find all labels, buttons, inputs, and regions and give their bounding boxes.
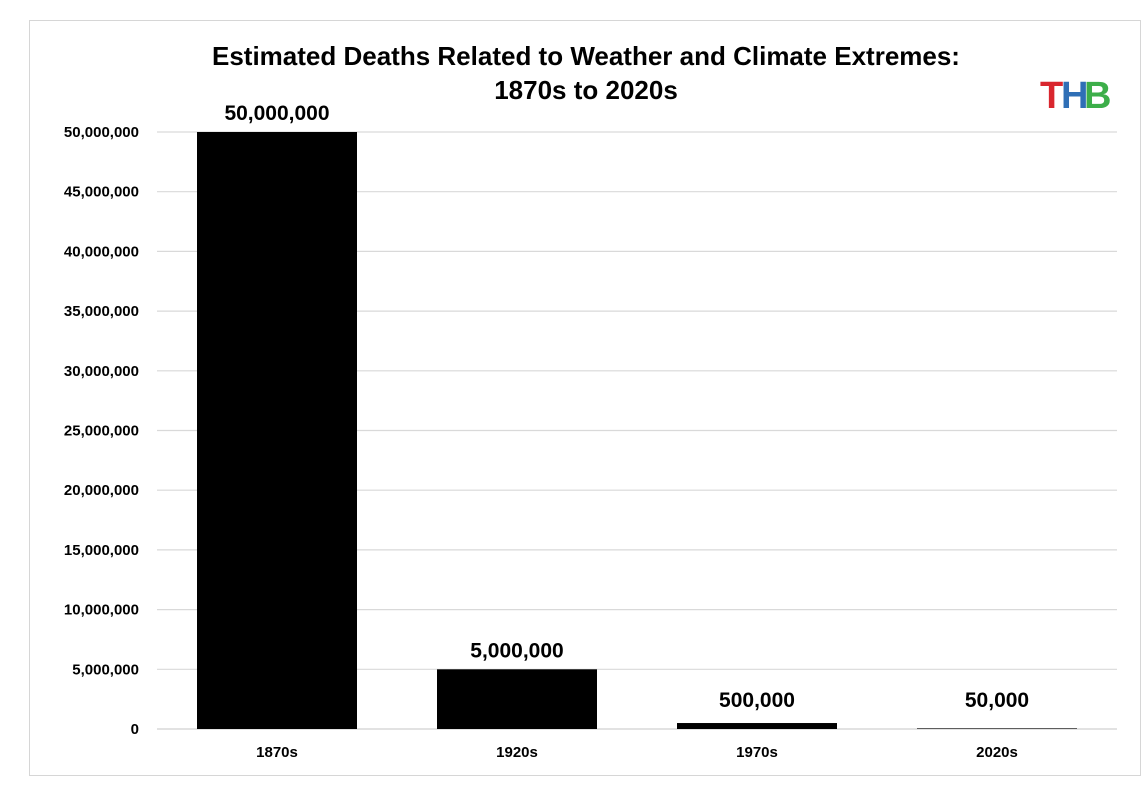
bar-1920s xyxy=(437,669,597,729)
y-axis-tick-labels: 0 5,000,000 10,000,000 15,000,000 20,000,000… xyxy=(64,124,139,738)
y-tick-label: 20,000,000 xyxy=(64,482,139,499)
data-label-1920s: 5,000,000 xyxy=(470,639,563,662)
y-tick-label: 45,000,000 xyxy=(64,184,139,201)
data-label-1970s: 500,000 xyxy=(719,689,795,712)
x-axis-category-labels: 1870s 1920s 1970s 2020s xyxy=(256,744,1018,761)
y-tick-label: 15,000,000 xyxy=(64,542,139,559)
y-tick-label: 35,000,000 xyxy=(64,303,139,320)
y-tick-label: 25,000,000 xyxy=(64,423,139,440)
x-category-label: 1970s xyxy=(736,744,778,761)
bars xyxy=(197,132,1077,729)
x-category-label: 1920s xyxy=(496,744,538,761)
y-tick-label: 0 xyxy=(131,721,139,738)
x-category-label: 2020s xyxy=(976,744,1018,761)
logo-letter-t: T xyxy=(1040,75,1063,117)
logo-letter-b: B xyxy=(1084,75,1111,117)
chart-subtitle: 1870s to 2020s xyxy=(494,75,678,105)
chart-frame: Estimated Deaths Related to Weather and … xyxy=(29,20,1141,776)
chart-title: Estimated Deaths Related to Weather and … xyxy=(212,41,960,71)
thb-logo: T H B xyxy=(1040,75,1111,117)
y-tick-label: 30,000,000 xyxy=(64,363,139,380)
bar-1870s xyxy=(197,132,357,729)
data-labels: 50,000,000 5,000,000 500,000 50,000 xyxy=(224,102,1029,712)
data-label-2020s: 50,000 xyxy=(965,689,1029,712)
logo-letter-h: H xyxy=(1061,75,1088,117)
data-label-1870s: 50,000,000 xyxy=(224,102,329,125)
x-category-label: 1870s xyxy=(256,744,298,761)
y-tick-label: 50,000,000 xyxy=(64,124,139,141)
y-tick-label: 5,000,000 xyxy=(72,661,139,678)
bar-1970s xyxy=(677,723,837,729)
bar-2020s xyxy=(917,728,1077,729)
y-tick-label: 40,000,000 xyxy=(64,243,139,260)
y-tick-label: 10,000,000 xyxy=(64,602,139,619)
chart-svg: Estimated Deaths Related to Weather and … xyxy=(64,41,1117,761)
